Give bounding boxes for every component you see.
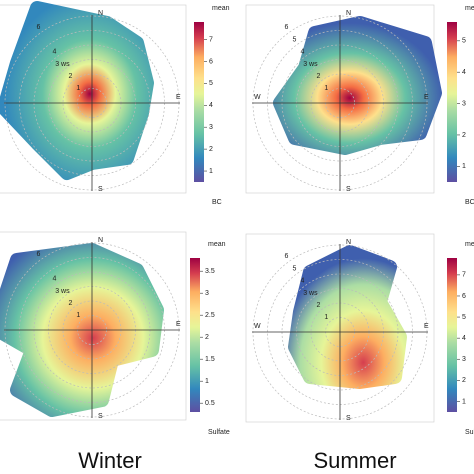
ring-label: 3 ws: [303, 290, 318, 297]
compass-label: E: [424, 323, 429, 330]
compass-label: W: [254, 94, 261, 101]
colorbar-tick-label: 3: [462, 356, 466, 363]
ring-label: 5: [293, 36, 297, 43]
plot-frame: [245, 233, 435, 423]
colorbar-tick-label: 1.5: [205, 356, 215, 363]
colorbar-tick-label: 2.5: [205, 312, 215, 319]
compass-label: S: [346, 186, 351, 193]
ring-label: 2: [68, 73, 72, 80]
ring-label: 4: [300, 278, 304, 285]
colorbar-title: mean: [208, 241, 226, 248]
colorbar-tick-label: 1: [462, 163, 466, 170]
ring-label: 3 ws: [303, 61, 318, 68]
ring-label: 2: [68, 300, 72, 307]
colorbar-tick-label: 4: [209, 102, 213, 109]
colorbar-tick-label: 2: [462, 132, 466, 139]
colorbar-tick-label: 1: [209, 168, 213, 175]
colorbar-tick-label: 3: [209, 124, 213, 131]
compass-label: W: [254, 323, 261, 330]
compass-label: S: [98, 186, 103, 193]
colorbar-tick-label: 7: [462, 272, 466, 279]
polar-surface: [288, 245, 407, 389]
compass-label: E: [176, 321, 181, 328]
ring-label: 5: [293, 265, 297, 272]
caption: Winter: [78, 448, 142, 473]
colorbar-tick-label: 4: [462, 335, 466, 342]
colorbar-tick-label: 3: [205, 290, 209, 297]
colorbar-title: mean: [465, 241, 474, 248]
compass-label: S: [98, 413, 103, 420]
colorbar-tick-label: 6: [209, 58, 213, 65]
ring-label: 3 ws: [55, 288, 70, 295]
colorbar-label: Sulfate: [208, 429, 230, 436]
colorbar-tick-label: 6: [462, 293, 466, 300]
compass-label: S: [346, 415, 351, 422]
colorbar-tick-label: 2: [209, 146, 213, 153]
ring-label: 2: [316, 73, 320, 80]
colorbar-tick-label: 5: [462, 38, 466, 45]
colorbar-tick-label: 4: [462, 69, 466, 76]
colorbar-tick-label: 1: [205, 378, 209, 385]
colorbar: [447, 258, 457, 412]
compass-label: N: [346, 10, 351, 17]
colorbar-tick-label: 0.5: [205, 400, 215, 407]
ring-label: 1: [76, 85, 80, 92]
ring-label: 6: [37, 24, 41, 31]
ring-label: 1: [324, 314, 328, 321]
polar-surface: [0, 1, 154, 180]
colorbar-label: Sulfate: [465, 429, 474, 436]
ring-label: 4: [52, 276, 56, 283]
colorbar-tick-label: 2: [462, 377, 466, 384]
polar-surface: [273, 16, 442, 155]
ring-label: 3 ws: [55, 61, 70, 68]
colorbar-tick-label: 5: [462, 314, 466, 321]
ring-label: 4: [300, 49, 304, 56]
plot-frame: [0, 231, 187, 421]
compass-label: E: [424, 94, 429, 101]
colorbar-label: BC: [465, 199, 474, 206]
compass-label: N: [98, 10, 103, 17]
colorbar-tick-label: 5: [209, 80, 213, 87]
ring-label: 6: [285, 24, 289, 31]
colorbar-label: BC: [212, 199, 222, 206]
compass-label: E: [176, 94, 181, 101]
ring-label: 1: [324, 85, 328, 92]
plot-frame: [0, 4, 187, 194]
ring-label: 2: [316, 302, 320, 309]
colorbar: [447, 22, 457, 182]
ring-label: 6: [37, 251, 41, 258]
colorbar-tick-label: 2: [205, 334, 209, 341]
colorbar-tick-label: 3.5: [205, 268, 215, 275]
compass-label: N: [98, 237, 103, 244]
ring-label: 6: [285, 253, 289, 260]
colorbar: [190, 258, 200, 412]
colorbar-tick-label: 3: [462, 100, 466, 107]
compass-label: N: [346, 239, 351, 246]
colorbar-title: mean: [465, 5, 474, 12]
colorbar-title: mean: [212, 5, 230, 12]
colorbar-tick-label: 7: [209, 36, 213, 43]
colorbar-tick-label: 1: [462, 398, 466, 405]
ring-label: 1: [76, 312, 80, 319]
colorbar: [194, 22, 204, 182]
ring-label: 4: [52, 49, 56, 56]
caption: Summer: [313, 448, 396, 473]
